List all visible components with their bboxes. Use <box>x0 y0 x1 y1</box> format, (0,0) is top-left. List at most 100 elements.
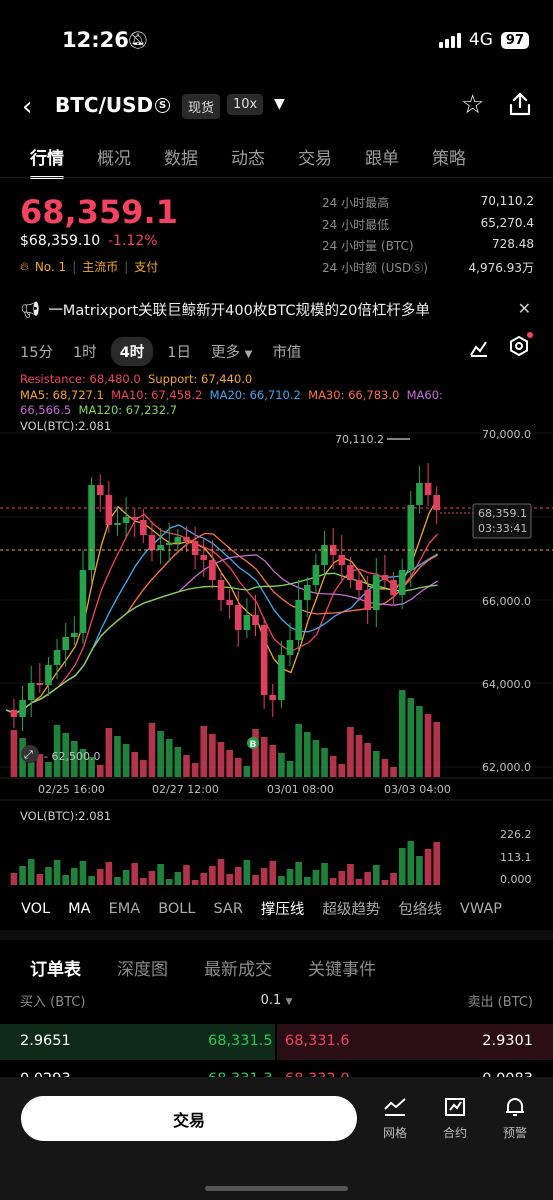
candle <box>416 483 423 505</box>
tab-market[interactable]: 行情 <box>30 144 64 179</box>
ind-ema[interactable]: EMA <box>108 900 141 917</box>
orderbook-row[interactable]: 2.9651 68,331.5 68,331.6 2.9301 <box>0 1024 553 1060</box>
candle <box>234 605 242 630</box>
tf-marketcap[interactable]: 市值 <box>272 345 302 361</box>
tab-orderbook[interactable]: 订单表 <box>30 960 81 980</box>
price-chart[interactable]: 70,000.0 66,000.0 64,000.0 62,000.0 70,1… <box>0 365 553 890</box>
ind-boll[interactable]: BOLL <box>158 900 196 917</box>
status-icons: 4G 97 <box>438 30 529 50</box>
news-ticker[interactable]: 📢︎ 一Matrixport关联巨鲸新开400枚BTC规模的20倍杠杆多单 <box>20 299 535 320</box>
stat-value: 728.48 <box>492 237 534 251</box>
candle <box>114 523 121 525</box>
ma60-value: 66,566.5 <box>20 403 72 417</box>
volume-bar <box>45 867 52 885</box>
candle <box>424 483 432 495</box>
alert-button[interactable]: 预警 <box>490 1096 540 1141</box>
volume-bar <box>416 856 423 885</box>
volume-bar <box>347 864 354 885</box>
candle <box>183 537 190 541</box>
tf-4h[interactable]: 4时 <box>110 337 154 366</box>
settings-icon[interactable] <box>509 332 533 360</box>
tab-depth[interactable]: 深度图 <box>117 960 168 980</box>
stat-label: 24 小时最低 <box>322 217 390 232</box>
volume-bar <box>398 690 406 777</box>
volume-bar <box>88 876 95 885</box>
volume-bar <box>140 878 147 885</box>
buy-marker-icon[interactable] <box>247 737 259 749</box>
main-tabs: 行情 概况 数据 动态 交易 跟单 策略 <box>30 144 466 179</box>
price-change: -1.12% <box>108 233 158 249</box>
candle <box>36 683 44 685</box>
stat-label: 24 小时额 (USDⓈ) <box>322 260 428 275</box>
ind-vwap[interactable]: VWAP <box>459 900 503 917</box>
tab-strategy[interactable]: 策略 <box>432 149 466 169</box>
tag-rank[interactable]: No. 1 <box>34 259 67 274</box>
close-icon[interactable]: ✕ <box>517 299 531 318</box>
tab-latest-trades[interactable]: 最新成交 <box>204 960 272 980</box>
back-icon[interactable]: ‹ <box>22 92 33 122</box>
volume-bar <box>209 734 216 777</box>
candle <box>62 637 70 650</box>
bell-icon <box>506 1098 524 1116</box>
candle <box>209 560 216 580</box>
buy-qty: 2.9651 <box>20 1033 71 1049</box>
volume-bar <box>234 758 242 777</box>
candle <box>295 600 302 640</box>
tf-15m[interactable]: 15分 <box>20 345 53 361</box>
tab-overview[interactable]: 概况 <box>97 149 131 169</box>
favorite-star-icon[interactable]: ☆ <box>461 90 485 120</box>
tab-news[interactable]: 动态 <box>231 149 265 169</box>
candle <box>286 640 294 655</box>
signal-icon <box>438 32 461 48</box>
tf-1d[interactable]: 1日 <box>167 345 192 361</box>
megaphone-icon: 📢︎ <box>20 300 41 319</box>
support-label: Support: 67,440.0 <box>148 372 253 386</box>
ind-support-resistance[interactable]: 撑压线 <box>260 902 305 918</box>
volume-bar <box>36 754 44 777</box>
volume-bar <box>114 877 121 885</box>
volume-bar <box>226 874 233 885</box>
ind-supertrend[interactable]: 超级趋势 <box>322 902 381 918</box>
volume-bar <box>200 726 208 777</box>
pair-title[interactable]: BTC/USD S <box>55 93 171 117</box>
ind-sar[interactable]: SAR <box>213 900 243 917</box>
candle <box>165 543 173 545</box>
tf-more[interactable]: 更多 ▼ <box>211 345 253 361</box>
candle <box>122 517 130 523</box>
tab-key-events[interactable]: 关键事件 <box>308 960 376 980</box>
tab-data[interactable]: 数据 <box>164 149 198 169</box>
volume-bar <box>226 750 233 777</box>
ind-vol[interactable]: VOL <box>21 900 51 917</box>
tag-mainstream[interactable]: 主流币 <box>82 260 119 274</box>
volume-bar <box>424 714 432 777</box>
precision-select[interactable]: 0.1 ▼ <box>260 993 293 1008</box>
candle <box>398 570 406 595</box>
stat-row: 24 小时最低 65,270.4 <box>322 216 534 238</box>
candle <box>260 625 268 695</box>
volume-bar <box>269 745 277 777</box>
volume-bar <box>252 875 259 885</box>
y-tick: 64,000.0 <box>482 678 531 691</box>
candle <box>148 535 156 550</box>
share-icon[interactable] <box>507 91 533 117</box>
expand-icon[interactable] <box>21 745 39 763</box>
pair-dropdown-icon[interactable]: ▼ <box>274 96 285 112</box>
trade-button[interactable]: 交易 <box>21 1096 357 1141</box>
indicator-icon[interactable] <box>469 338 489 358</box>
volume-bar <box>381 759 389 777</box>
volume-bar <box>243 860 251 885</box>
tab-trade[interactable]: 交易 <box>298 149 332 169</box>
tab-copy-trade[interactable]: 跟单 <box>365 149 399 169</box>
ind-envelope[interactable]: 包络线 <box>398 902 442 918</box>
volume-bar <box>114 736 121 777</box>
contract-button[interactable]: 合约 <box>430 1096 480 1141</box>
stat-value: 4,976.93万 <box>468 260 534 275</box>
grid-button[interactable]: 网格 <box>370 1096 420 1141</box>
ind-ma[interactable]: MA <box>68 900 91 917</box>
vol-tick: 0.000 <box>500 873 532 886</box>
ma5-label: MA5: 68,727.1 <box>20 387 104 402</box>
volume-bar <box>79 749 87 777</box>
tag-payment[interactable]: 支付 <box>134 260 159 274</box>
tf-1h[interactable]: 1时 <box>72 345 97 361</box>
candle <box>303 585 311 600</box>
